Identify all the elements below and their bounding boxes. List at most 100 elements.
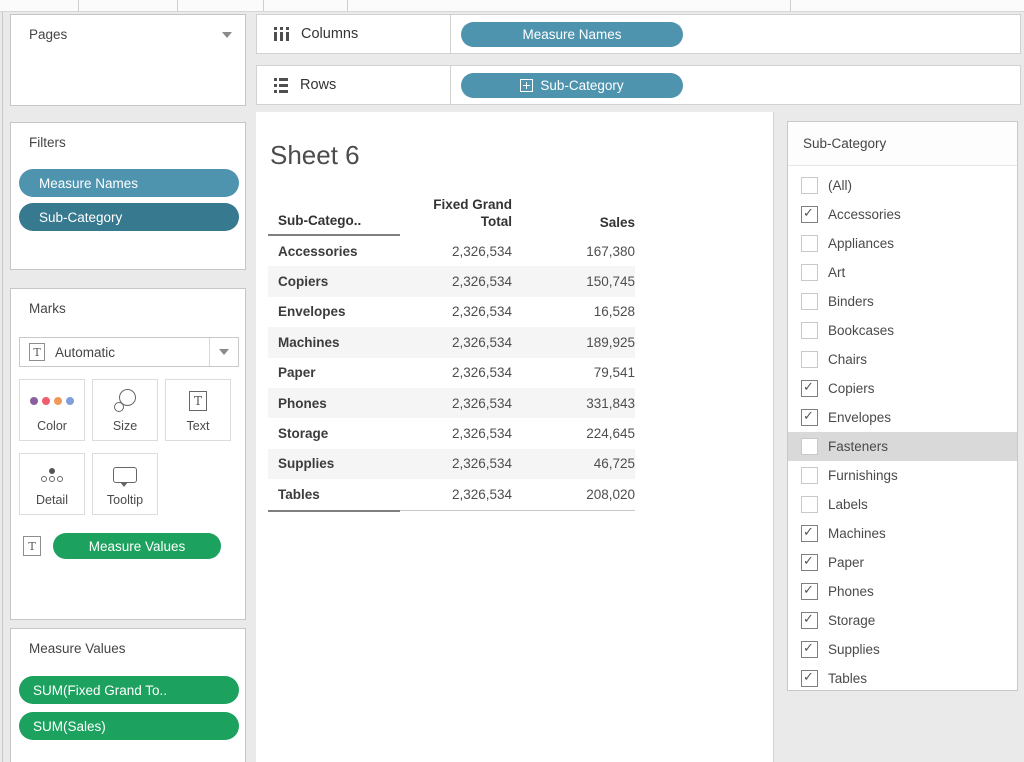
columns-shelf[interactable]: Columns Measure Names <box>256 14 1021 54</box>
toolbar-separator <box>347 0 348 11</box>
text-mark-icon: T <box>29 343 45 361</box>
table-row[interactable]: Copiers 2,326,534 150,745 <box>268 266 635 297</box>
pill-sub-category-filter[interactable]: Sub-Category <box>19 203 239 231</box>
filter-item-label: Accessories <box>828 207 901 222</box>
columns-shelf-label: Columns <box>257 15 451 53</box>
checkbox-icon[interactable] <box>801 322 818 339</box>
pill-measure-names-columns[interactable]: Measure Names <box>461 21 683 47</box>
rows-shelf[interactable]: Rows Sub-Category <box>256 65 1021 105</box>
table-row[interactable]: Tables 2,326,534 208,020 <box>268 479 635 509</box>
cell-fixed-grand-total: 2,326,534 <box>451 304 512 320</box>
size-button[interactable]: Size <box>92 379 158 441</box>
expand-plus-icon[interactable] <box>520 78 534 92</box>
filter-item-machines[interactable]: Machines <box>788 519 1017 548</box>
column-header-fixed-grand-total[interactable]: Fixed Grand Total <box>400 196 512 236</box>
pill-measure-names-filter[interactable]: Measure Names <box>19 169 239 197</box>
column-header-sales[interactable]: Sales <box>599 215 635 230</box>
filters-shelf[interactable]: Filters Measure Names Sub-Category <box>10 122 246 270</box>
filter-item-label: Bookcases <box>828 323 895 338</box>
cell-fixed-grand-total: 2,326,534 <box>451 334 512 350</box>
table-row[interactable]: Accessories 2,326,534 167,380 <box>268 236 635 266</box>
checkbox-icon[interactable] <box>801 408 818 426</box>
filter-item-phones[interactable]: Phones <box>788 577 1017 606</box>
row-header: Supplies <box>278 456 335 472</box>
filter-item-art[interactable]: Art <box>788 258 1017 287</box>
column-header-sub-category[interactable]: Sub-Catego.. <box>268 213 400 236</box>
filter-item-furnishings[interactable]: Furnishings <box>788 461 1017 490</box>
checkbox-icon[interactable] <box>801 496 818 513</box>
row-header: Copiers <box>278 274 329 290</box>
pill-sum-sales[interactable]: SUM(Sales) <box>19 712 239 740</box>
filter-item-envelopes[interactable]: Envelopes <box>788 403 1017 432</box>
checkbox-icon[interactable] <box>801 553 818 571</box>
cell-sales: 79,541 <box>593 365 635 381</box>
tooltip-button-label: Tooltip <box>106 493 144 507</box>
text-button[interactable]: T Text <box>165 379 231 441</box>
table-row[interactable]: Supplies 2,326,534 46,725 <box>268 448 635 480</box>
checkbox-icon[interactable] <box>801 669 818 687</box>
filter-item-tables[interactable]: Tables <box>788 664 1017 690</box>
filter-checkbox-list: (All) Accessories Appliances Art Binders… <box>788 166 1017 690</box>
detail-button[interactable]: Detail <box>19 453 85 515</box>
table-row[interactable]: Paper 2,326,534 79,541 <box>268 358 635 388</box>
pill-sum-fixed-grand-total[interactable]: SUM(Fixed Grand To.. <box>19 676 239 704</box>
checkbox-icon[interactable] <box>801 582 818 600</box>
sub-category-filter-panel: Sub-Category (All) Accessories Appliance… <box>787 121 1018 691</box>
filter-item-chairs[interactable]: Chairs <box>788 345 1017 374</box>
filter-item-accessories[interactable]: Accessories <box>788 200 1017 229</box>
table-row[interactable]: Machines 2,326,534 189,925 <box>268 327 635 358</box>
filter-item-label: (All) <box>828 178 852 193</box>
text-button-label: Text <box>186 419 210 433</box>
checkbox-icon[interactable] <box>801 264 818 281</box>
measure-values-card: Measure Values SUM(Fixed Grand To.. SUM(… <box>10 628 246 762</box>
size-button-label: Size <box>112 419 138 433</box>
row-header: Envelopes <box>278 304 346 320</box>
text-encoding-icon[interactable]: T <box>23 536 41 556</box>
pill-measure-values-marks[interactable]: Measure Values <box>53 533 221 559</box>
filter-item-supplies[interactable]: Supplies <box>788 635 1017 664</box>
filter-item-bookcases[interactable]: Bookcases <box>788 316 1017 345</box>
checkbox-icon[interactable] <box>801 611 818 629</box>
pill-label: Measure Names <box>39 175 139 191</box>
mark-type-dropdown[interactable]: T Automatic <box>19 337 239 367</box>
filter-item-labels[interactable]: Labels <box>788 490 1017 519</box>
row-header: Machines <box>278 334 340 350</box>
checkbox-icon[interactable] <box>801 640 818 658</box>
toolbar-separator <box>78 0 79 11</box>
dropdown-caret[interactable] <box>209 338 238 366</box>
filter-item-label: Copiers <box>828 381 875 396</box>
pill-sub-category-rows[interactable]: Sub-Category <box>461 72 683 98</box>
tooltip-icon <box>113 463 137 487</box>
filter-item-binders[interactable]: Binders <box>788 287 1017 316</box>
tooltip-button[interactable]: Tooltip <box>92 453 158 515</box>
color-button[interactable]: Color <box>19 379 85 441</box>
filter-item-paper[interactable]: Paper <box>788 548 1017 577</box>
checkbox-icon[interactable] <box>801 235 818 252</box>
checkbox-icon[interactable] <box>801 438 818 455</box>
table-row[interactable]: Storage 2,326,534 224,645 <box>268 418 635 448</box>
checkbox-icon[interactable] <box>801 205 818 223</box>
size-icon <box>114 389 136 413</box>
checkbox-icon[interactable] <box>801 177 818 194</box>
pages-shelf[interactable]: Pages <box>10 14 246 106</box>
checkbox-icon[interactable] <box>801 467 818 484</box>
checkbox-icon[interactable] <box>801 293 818 310</box>
filter-item-fasteners[interactable]: Fasteners <box>788 432 1017 461</box>
filter-item-all[interactable]: (All) <box>788 171 1017 200</box>
filter-item-label: Tables <box>828 671 868 686</box>
header-line: Total <box>480 214 512 229</box>
filter-item-label: Binders <box>828 294 874 309</box>
checkbox-icon[interactable] <box>801 379 818 397</box>
table-row[interactable]: Phones 2,326,534 331,843 <box>268 387 635 419</box>
filter-item-storage[interactable]: Storage <box>788 606 1017 635</box>
checkbox-icon[interactable] <box>801 351 818 368</box>
table-row[interactable]: Envelopes 2,326,534 16,528 <box>268 297 635 327</box>
filter-item-appliances[interactable]: Appliances <box>788 229 1017 258</box>
rows-shelf-label: Rows <box>257 66 451 104</box>
checkbox-icon[interactable] <box>801 524 818 542</box>
filter-item-label: Supplies <box>828 642 880 657</box>
color-button-label: Color <box>37 419 67 433</box>
chevron-down-icon[interactable] <box>222 32 232 38</box>
filter-item-copiers[interactable]: Copiers <box>788 374 1017 403</box>
filter-item-label: Phones <box>828 584 874 599</box>
